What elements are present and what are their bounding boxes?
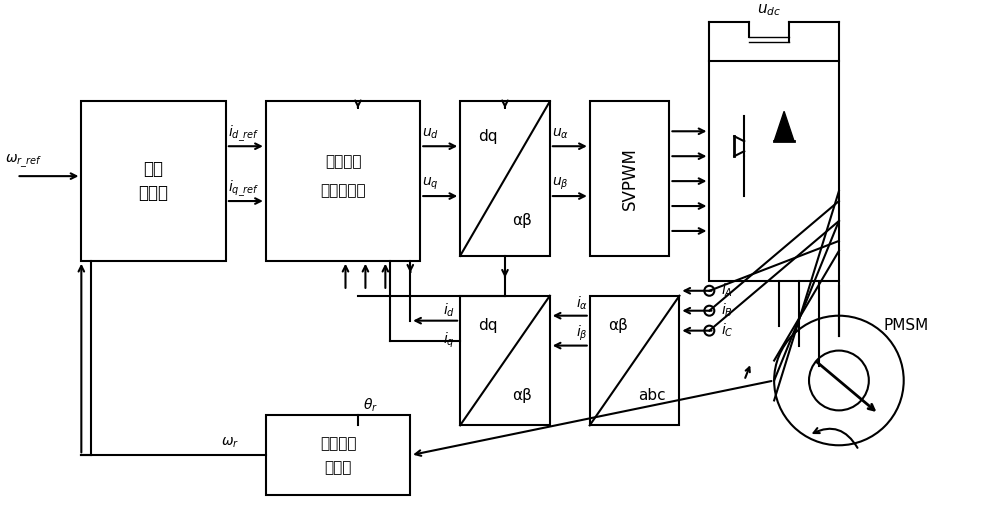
Text: 外环: 外环 xyxy=(144,160,164,178)
Text: dq: dq xyxy=(478,129,498,144)
Text: $i_{q\_ref}$: $i_{q\_ref}$ xyxy=(228,179,259,200)
Text: 预测控制器: 预测控制器 xyxy=(320,184,366,198)
Text: $u_{\beta}$: $u_{\beta}$ xyxy=(552,176,569,192)
Text: $\omega_{r\_ref}$: $\omega_{r\_ref}$ xyxy=(5,153,42,170)
Text: dq: dq xyxy=(478,318,498,333)
Text: $i_{\beta}$: $i_{\beta}$ xyxy=(576,324,588,343)
Bar xyxy=(266,102,420,261)
Text: $i_A$: $i_A$ xyxy=(721,282,733,300)
Text: 控制器: 控制器 xyxy=(139,184,169,202)
Text: $i_B$: $i_B$ xyxy=(721,302,733,319)
Text: $i_{\alpha}$: $i_{\alpha}$ xyxy=(576,295,588,312)
Bar xyxy=(266,415,410,495)
Bar xyxy=(81,102,226,261)
Text: αβ: αβ xyxy=(608,318,628,333)
Text: $i_{d\_ref}$: $i_{d\_ref}$ xyxy=(228,124,259,145)
Text: 位置与转: 位置与转 xyxy=(320,436,356,451)
Text: 定子电流: 定子电流 xyxy=(325,154,361,169)
Text: αβ: αβ xyxy=(512,388,532,403)
Text: $u_q$: $u_q$ xyxy=(422,176,439,192)
Text: $\theta_r$: $\theta_r$ xyxy=(363,397,378,414)
Text: SVPWM: SVPWM xyxy=(621,147,639,210)
Text: αβ: αβ xyxy=(512,213,532,228)
Bar xyxy=(460,296,550,426)
Text: $i_q$: $i_q$ xyxy=(443,331,455,350)
Text: $u_{\alpha}$: $u_{\alpha}$ xyxy=(552,127,569,142)
Polygon shape xyxy=(774,111,794,141)
Bar xyxy=(590,296,679,426)
Text: $i_d$: $i_d$ xyxy=(443,302,455,319)
Text: abc: abc xyxy=(638,388,665,403)
Text: PMSM: PMSM xyxy=(884,318,929,333)
Bar xyxy=(590,102,669,256)
Bar xyxy=(460,102,550,256)
Text: $u_{dc}$: $u_{dc}$ xyxy=(757,2,781,18)
Text: $i_C$: $i_C$ xyxy=(721,322,734,339)
Text: 速检测: 速检测 xyxy=(324,460,352,475)
Text: $u_d$: $u_d$ xyxy=(422,127,439,142)
Bar xyxy=(709,62,839,281)
Text: $\omega_r$: $\omega_r$ xyxy=(221,436,239,451)
